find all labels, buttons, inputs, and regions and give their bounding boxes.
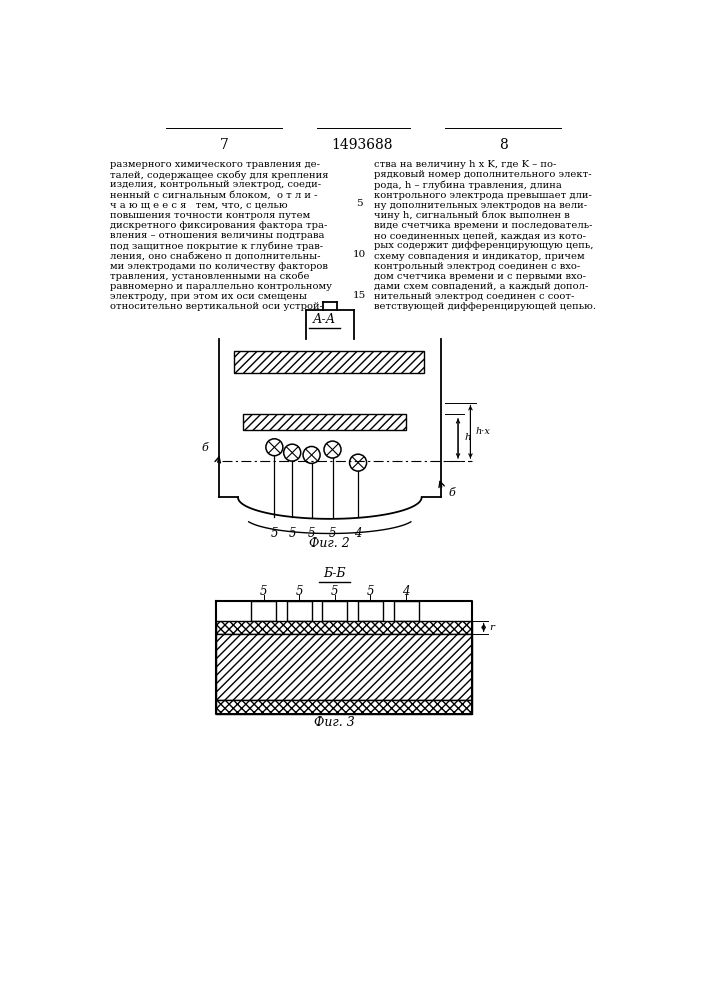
Text: 7: 7 (220, 138, 228, 152)
Text: равномерно и параллельно контрольному: равномерно и параллельно контрольному (110, 282, 332, 291)
Text: рода, h – глубина травления, длина: рода, h – глубина травления, длина (373, 180, 561, 190)
Text: 5: 5 (367, 585, 374, 598)
Text: 15: 15 (353, 291, 366, 300)
Text: Б-Б: Б-Б (324, 567, 346, 580)
Text: 5: 5 (356, 199, 363, 208)
Bar (216, 700, 472, 714)
Text: электроду, при этом их оси смещены: электроду, при этом их оси смещены (110, 292, 307, 301)
Text: под защитное покрытие к глубине трав-: под защитное покрытие к глубине трав- (110, 241, 323, 251)
Text: Фиг. 3: Фиг. 3 (315, 716, 355, 729)
Text: талей, содержащее скобу для крепления: талей, содержащее скобу для крепления (110, 170, 329, 180)
Text: 5: 5 (296, 585, 303, 598)
Bar (358, 601, 383, 620)
Text: ненный с сигнальным блоком,  о т л и -: ненный с сигнальным блоком, о т л и - (110, 191, 317, 200)
Text: чину h, сигнальный блок выполнен в: чину h, сигнальный блок выполнен в (373, 211, 569, 220)
Text: ления, оно снабжено п дополнительны-: ления, оно снабжено п дополнительны- (110, 252, 320, 261)
Text: А-А: А-А (313, 313, 337, 326)
Text: изделия, контрольный электрод, соеди-: изделия, контрольный электрод, соеди- (110, 180, 321, 189)
Text: размерного химического травления де-: размерного химического травления де- (110, 160, 320, 169)
Text: вления – отношения величины подтрава: вления – отношения величины подтрава (110, 231, 325, 240)
Text: рых содержит дифференцирующую цепь,: рых содержит дифференцирующую цепь, (373, 241, 593, 250)
Text: ства на величину h х K, где K – по-: ства на величину h х K, где K – по- (373, 160, 556, 169)
Text: 5: 5 (329, 527, 337, 540)
Text: но соединенных цепей, каждая из кото-: но соединенных цепей, каждая из кото- (373, 231, 585, 240)
Text: Фиг. 2: Фиг. 2 (310, 537, 350, 550)
Text: рядковый номер дополнительного элект-: рядковый номер дополнительного элект- (373, 170, 591, 179)
Text: ну дополнительных электродов на вели-: ну дополнительных электродов на вели- (373, 201, 587, 210)
Text: h: h (464, 433, 471, 442)
Text: схему совпадения и индикатор, причем: схему совпадения и индикатор, причем (373, 252, 584, 261)
Bar (243, 414, 406, 430)
Text: контрольного электрода превышает дли-: контрольного электрода превышает дли- (373, 191, 592, 200)
Text: дами схем совпадений, а каждый допол-: дами схем совпадений, а каждый допол- (373, 282, 588, 291)
Text: 8: 8 (498, 138, 508, 152)
Text: 1493688: 1493688 (331, 138, 392, 152)
Text: дом счетчика времени и с первыми вхо-: дом счетчика времени и с первыми вхо- (373, 272, 585, 281)
Text: 5: 5 (259, 585, 267, 598)
Text: 4: 4 (354, 527, 362, 540)
Text: 5: 5 (271, 527, 278, 540)
Text: б: б (201, 443, 208, 453)
Text: повышения точности контроля путем: повышения точности контроля путем (110, 211, 310, 220)
Bar (394, 601, 419, 620)
Text: 10: 10 (353, 250, 366, 259)
Text: r: r (489, 623, 494, 632)
Bar (216, 620, 472, 634)
Text: 5: 5 (331, 585, 339, 598)
Bar (287, 601, 312, 620)
Text: травления, установленными на скобе: травления, установленными на скобе (110, 272, 310, 281)
Text: ч а ю щ е е с я   тем, что, с целью: ч а ю щ е е с я тем, что, с целью (110, 201, 288, 210)
Text: 5: 5 (308, 527, 315, 540)
Text: h·x: h·x (475, 427, 490, 436)
Bar (322, 601, 347, 620)
Text: нительный электрод соединен с соот-: нительный электрод соединен с соот- (373, 292, 574, 301)
Bar (251, 601, 276, 620)
Text: 4: 4 (402, 585, 410, 598)
Bar (234, 351, 424, 373)
Text: относительно вертикальной оси устрой-: относительно вертикальной оси устрой- (110, 302, 323, 311)
Text: контрольный электрод соединен с вхо-: контрольный электрод соединен с вхо- (373, 262, 580, 271)
Text: дискретного фиксирования фактора тра-: дискретного фиксирования фактора тра- (110, 221, 327, 230)
Bar (216, 634, 472, 700)
Text: 5: 5 (288, 527, 296, 540)
Text: ми электродами по количеству факторов: ми электродами по количеству факторов (110, 262, 328, 271)
Text: б: б (448, 488, 455, 498)
Text: ветствующей дифференцирующей цепью.: ветствующей дифференцирующей цепью. (373, 302, 595, 311)
Text: виде счетчика времени и последователь-: виде счетчика времени и последователь- (373, 221, 592, 230)
